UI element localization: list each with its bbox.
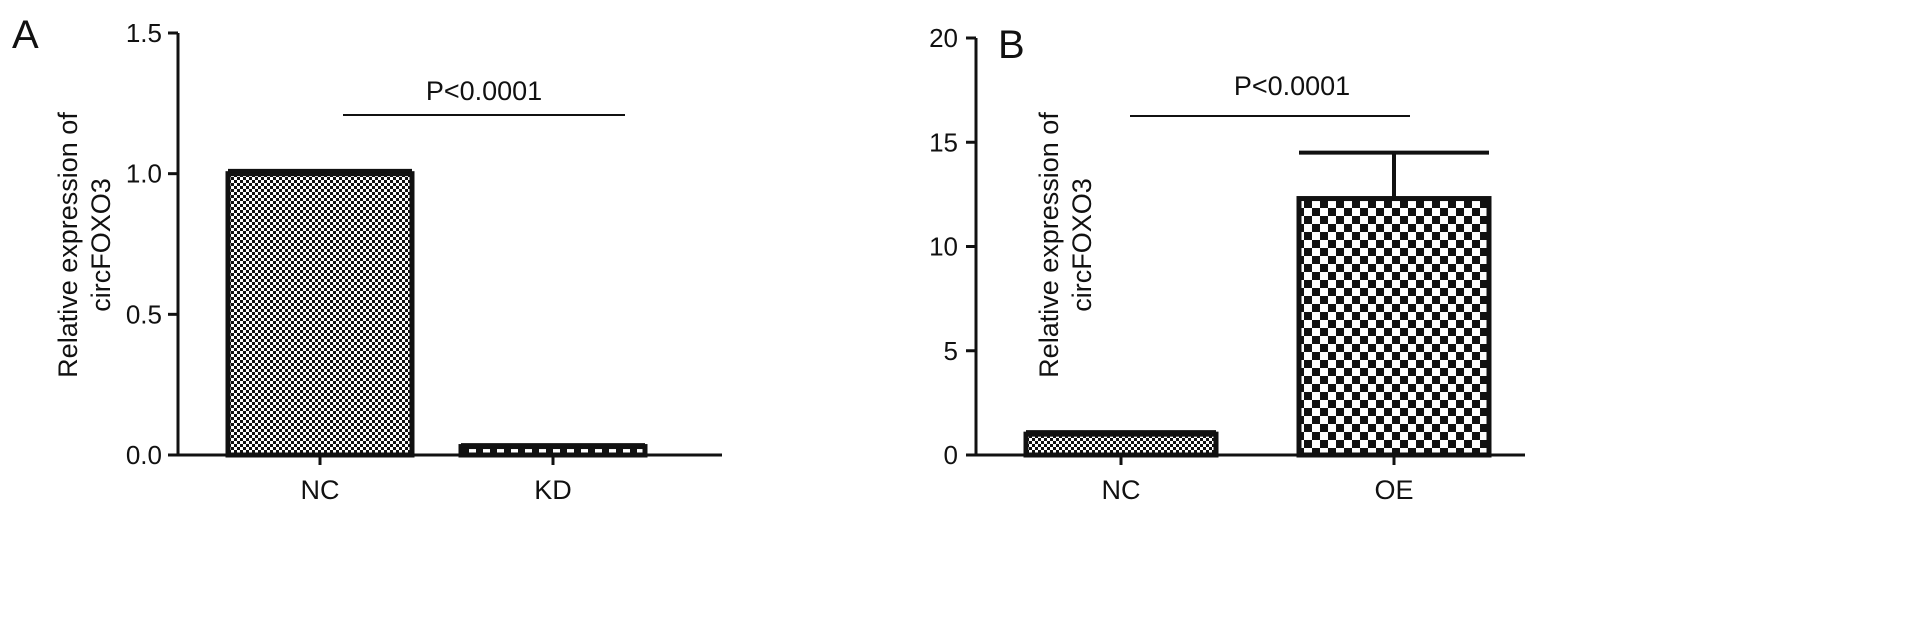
panel-a-category-label: KD	[534, 475, 572, 505]
panel-b-y-tick-label: 0	[944, 440, 958, 470]
panel-b-letter: B	[998, 23, 1025, 67]
panel-b-bar-nc	[1023, 431, 1219, 458]
panel-a-y-tick-label: 1.5	[126, 18, 162, 48]
panel-a: A Relative expression of circFOXO3 0.00.…	[12, 13, 722, 505]
panel-b: B Relative expression of circFOXO3 0 5 10 1…	[929, 23, 1525, 505]
panel-b-ylabel-line2: circFOXO3	[1067, 178, 1097, 312]
panel-b-category-label: OE	[1374, 475, 1413, 505]
panel-b-significance-label: P<0.0001	[1234, 71, 1350, 101]
panel-b-y-tick-label: 10	[929, 232, 958, 262]
panel-a-y-tick-label: 0.5	[126, 299, 162, 329]
panel-b-ylabel-line1: Relative expression of	[1034, 112, 1064, 378]
panel-a-category-label: NC	[301, 475, 340, 505]
panel-b-y-tick-label: 5	[944, 336, 958, 366]
panel-b-plot: 0 5 10 15 20 NC OE P<0.0001	[929, 23, 1525, 505]
panel-a-significance-label: P<0.0001	[426, 76, 542, 106]
panel-b-category-label: NC	[1102, 475, 1141, 505]
panel-b-y-tick-label: 20	[929, 23, 958, 53]
panel-a-y-tick-label: 1.0	[126, 159, 162, 189]
panel-b-bar-oe	[1296, 196, 1492, 458]
panel-a-bar-kd	[458, 444, 648, 458]
panel-a-ylabel-line1: Relative expression of	[53, 112, 83, 378]
panel-a-bar-nc	[225, 171, 415, 458]
panel-b-y-tick-label: 15	[929, 127, 958, 157]
panel-a-ylabel-line2: circFOXO3	[86, 178, 116, 312]
panel-a-plot: 0.0 0.5 1.0 1.5 NC KD P<0.0001	[126, 18, 722, 505]
panel-a-y-tick-label: 0.0	[126, 440, 162, 470]
panel-a-letter: A	[12, 13, 39, 57]
